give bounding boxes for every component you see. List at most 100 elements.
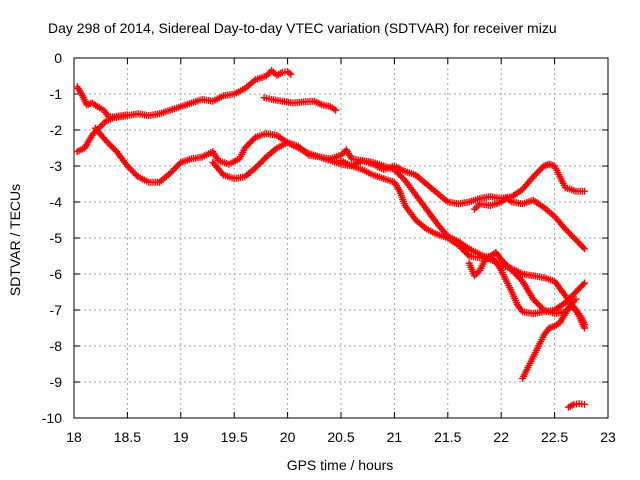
data-point	[561, 299, 569, 307]
data-point	[393, 169, 401, 177]
series-track-e	[209, 139, 589, 332]
series-track-i	[519, 295, 580, 382]
chart-title: Day 298 of 2014, Sidereal Day-to-day VTE…	[48, 20, 557, 36]
series-track-b	[260, 94, 340, 114]
data-point	[454, 241, 462, 249]
x-tick-label: 21.5	[434, 429, 461, 445]
x-tick-label: 22.5	[541, 429, 568, 445]
data-point	[130, 168, 138, 176]
y-tick-label: -6	[50, 266, 63, 282]
data-point	[332, 106, 340, 114]
data-point	[531, 171, 539, 179]
series-track-h	[471, 194, 589, 253]
data-point	[534, 168, 542, 176]
data-point	[579, 243, 587, 251]
data-point	[242, 142, 250, 150]
y-tick-label: -3	[50, 158, 63, 174]
x-axis-label: GPS time / hours	[287, 457, 394, 473]
data-point	[581, 320, 589, 328]
data-point	[563, 227, 571, 235]
data-point	[102, 137, 110, 145]
data-point	[567, 293, 575, 301]
ticks: 18 18.5 19 19.5 20 20.5 21 21.5 22 22.5 23 0 -1 -2 -3 -…	[42, 50, 616, 445]
data-point	[244, 141, 252, 149]
data-point	[532, 170, 540, 178]
data-point	[508, 266, 516, 274]
y-tick-label: -9	[50, 374, 63, 390]
series-track-j	[564, 400, 589, 411]
data-point	[506, 265, 514, 273]
data-point	[537, 165, 545, 173]
x-tick-label: 19.5	[221, 429, 248, 445]
data-point	[258, 158, 266, 166]
y-tick-label: -2	[50, 122, 63, 138]
data-point	[392, 167, 400, 175]
data-point	[108, 143, 116, 151]
data-point	[169, 166, 177, 174]
data-point	[511, 269, 519, 277]
data-point	[572, 295, 580, 303]
data-points	[73, 67, 589, 411]
data-point	[131, 170, 139, 178]
x-tick-label: 20.5	[327, 429, 354, 445]
y-tick-label: -10	[42, 410, 62, 426]
data-point	[537, 303, 545, 311]
data-point	[287, 70, 295, 78]
data-point	[581, 245, 589, 253]
data-point	[569, 233, 577, 241]
data-point	[456, 243, 464, 251]
data-point	[261, 155, 269, 163]
data-point	[561, 225, 569, 233]
data-point	[398, 173, 406, 181]
data-point	[174, 161, 182, 169]
data-point	[250, 135, 258, 143]
data-point	[579, 281, 587, 288]
data-point	[249, 136, 257, 144]
y-tick-label: -1	[50, 86, 63, 102]
data-point	[529, 295, 537, 303]
data-point	[569, 291, 577, 299]
data-point	[581, 187, 589, 195]
data-point	[497, 256, 505, 264]
data-point	[564, 228, 572, 236]
data-point	[104, 138, 112, 146]
data-point	[128, 167, 136, 175]
data-point	[126, 165, 134, 173]
data-point	[535, 301, 543, 309]
data-point	[253, 162, 261, 170]
data-point	[529, 173, 537, 181]
data-point	[105, 140, 113, 148]
data-point	[252, 164, 260, 172]
y-tick-label: -7	[50, 302, 63, 318]
data-point	[464, 250, 472, 258]
data-point	[241, 144, 249, 152]
data-point	[462, 249, 470, 257]
data-point	[581, 400, 589, 408]
data-point	[285, 69, 293, 77]
data-point	[505, 263, 513, 271]
data-point	[531, 297, 539, 305]
data-point	[256, 159, 264, 167]
data-point	[125, 164, 133, 172]
data-point	[247, 138, 255, 146]
data-point	[110, 145, 118, 153]
x-tick-label: 18.5	[114, 429, 141, 445]
data-point	[123, 111, 131, 119]
data-point	[390, 166, 398, 174]
data-point	[581, 279, 589, 287]
data-point	[245, 139, 253, 147]
data-point	[499, 257, 507, 265]
data-point	[107, 141, 115, 149]
data-point	[461, 247, 469, 255]
data-point	[175, 160, 183, 168]
data-point	[397, 172, 405, 180]
data-point	[171, 165, 179, 173]
x-tick-label: 19	[173, 429, 189, 445]
data-point	[503, 262, 511, 270]
data-point	[166, 169, 174, 177]
data-point	[123, 162, 131, 170]
data-point	[514, 273, 522, 281]
series-track-g	[465, 254, 589, 318]
data-point	[535, 167, 543, 175]
data-point	[172, 163, 180, 171]
